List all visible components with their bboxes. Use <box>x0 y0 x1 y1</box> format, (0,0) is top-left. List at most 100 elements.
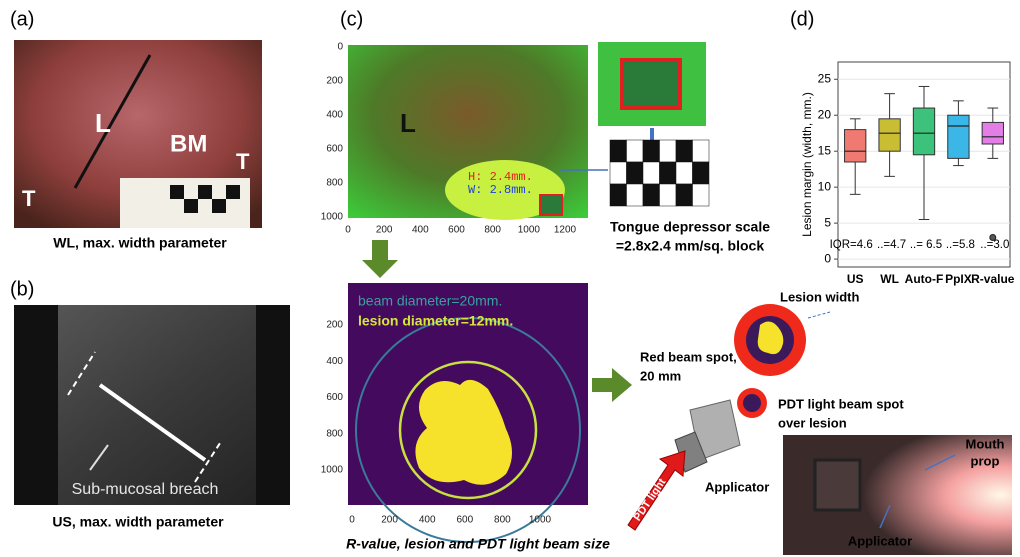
label: PDT light beam spot <box>778 396 904 411</box>
x-tick-label: 800 <box>494 515 511 526</box>
iqr-label: IQR=4.6 <box>830 239 873 251</box>
y-tick-label: 600 <box>326 392 343 403</box>
square <box>627 162 644 184</box>
square <box>660 140 677 162</box>
square <box>660 162 677 184</box>
panel-label: (d) <box>790 8 814 30</box>
inset-roi <box>622 60 680 108</box>
x-tick-label: 800 <box>484 225 501 236</box>
label: Red beam spot, <box>640 349 737 364</box>
square <box>627 184 644 206</box>
annotation: beam diameter=20mm. <box>358 293 502 309</box>
square <box>610 162 627 184</box>
annotation: T <box>236 149 250 174</box>
side-bar <box>256 305 290 505</box>
square <box>693 140 710 162</box>
x-tick-label: 400 <box>412 225 429 236</box>
x-tick-label: 0 <box>345 225 351 236</box>
annotation: H: 2.4mm. <box>468 170 533 184</box>
y-tick-label: 200 <box>326 320 343 331</box>
caption: =2.8x2.4 mm/sq. block <box>616 238 764 254</box>
label: Applicator <box>705 479 769 494</box>
caption: US, max. width parameter <box>52 514 224 530</box>
box <box>913 108 934 155</box>
panel-label: (a) <box>10 8 34 30</box>
x-tick-label: 600 <box>448 225 465 236</box>
y-tick-label: 800 <box>326 178 343 189</box>
label: 20 mm <box>640 368 681 383</box>
x-tick-label: US <box>847 272 864 286</box>
annotation: lesion diameter=12mm. <box>358 313 513 329</box>
label: Applicator <box>848 533 912 548</box>
marker <box>808 312 830 318</box>
y-tick-label: 200 <box>326 76 343 87</box>
x-tick-label: Auto-F <box>905 272 944 286</box>
square <box>610 140 627 162</box>
x-tick-label: PpIX <box>945 272 972 286</box>
annotation: W: 2.8mm. <box>468 183 533 197</box>
x-tick-label: 1200 <box>554 225 577 236</box>
square <box>693 184 710 206</box>
page: (a) L BM T T WL, max. width parameter (b… <box>0 0 1020 557</box>
y-tick-label: 400 <box>326 356 343 367</box>
caption: R-value, lesion and PDT light beam size <box>346 536 610 552</box>
annotation: L <box>95 108 111 138</box>
y-tick-label: 10 <box>818 179 832 193</box>
y-axis-label: Lesion margin (width, mm.) <box>800 92 814 237</box>
y-tick-label: 20 <box>818 107 832 121</box>
x-tick-label: 1000 <box>529 515 552 526</box>
roi <box>540 195 562 215</box>
box-plot: 0 5 10 15 20 25 Lesion margin (width, mm.) US IQ… <box>800 62 1015 286</box>
x-tick-label: 200 <box>376 225 393 236</box>
annotation: L <box>400 108 416 138</box>
iqr-label: ..=5.8 <box>946 239 975 251</box>
figure: (a) L BM T T WL, max. width parameter (b… <box>0 0 1020 557</box>
label: Mouth <box>966 436 1005 451</box>
label: over lesion <box>778 415 847 430</box>
annotation: Sub-mucosal breach <box>72 481 219 498</box>
y-tick-label: 800 <box>326 428 343 439</box>
y-tick-label: 0 <box>337 42 343 53</box>
x-tick-label: 200 <box>381 515 398 526</box>
label: Lesion width <box>780 289 860 304</box>
square <box>643 140 660 162</box>
iqr-label: ..= 6.5 <box>910 239 942 251</box>
annotation: BM <box>170 130 207 157</box>
panel-label: (b) <box>10 278 34 300</box>
square <box>693 162 710 184</box>
x-tick-label: 0 <box>349 515 355 526</box>
square <box>610 184 627 206</box>
box <box>982 122 1003 144</box>
square <box>660 184 677 206</box>
x-tick-label: 1000 <box>518 225 541 236</box>
arrow <box>592 368 632 402</box>
label: PDT light <box>631 476 668 523</box>
caption: Tongue depressor scale <box>610 219 770 235</box>
box <box>845 130 866 162</box>
square <box>627 140 644 162</box>
iqr-label: ..=4.7 <box>877 239 906 251</box>
square <box>676 162 693 184</box>
y-tick-label: 600 <box>326 144 343 155</box>
square <box>676 184 693 206</box>
iqr-label: ..=3.0 <box>980 239 1009 251</box>
annotation: T <box>22 186 36 211</box>
x-tick-label: 600 <box>456 515 473 526</box>
beam-spot <box>743 394 761 412</box>
mouth-prop <box>815 460 860 510</box>
y-tick-label: 5 <box>824 215 831 229</box>
caption: WL, max. width parameter <box>53 235 227 251</box>
checkerboard <box>610 140 709 206</box>
y-tick-label: 400 <box>326 110 343 121</box>
square <box>676 140 693 162</box>
x-tick-label: 400 <box>419 515 436 526</box>
y-tick-label: 1000 <box>321 465 344 476</box>
x-tick-label: R-value <box>971 272 1015 286</box>
label: prop <box>971 453 1000 468</box>
box <box>948 115 969 158</box>
y-tick-label: 15 <box>818 143 832 157</box>
y-tick-label: 25 <box>818 71 832 85</box>
y-tick-label: 0 <box>824 251 831 265</box>
side-bar <box>14 305 58 505</box>
y-tick-label: 1000 <box>321 212 344 223</box>
